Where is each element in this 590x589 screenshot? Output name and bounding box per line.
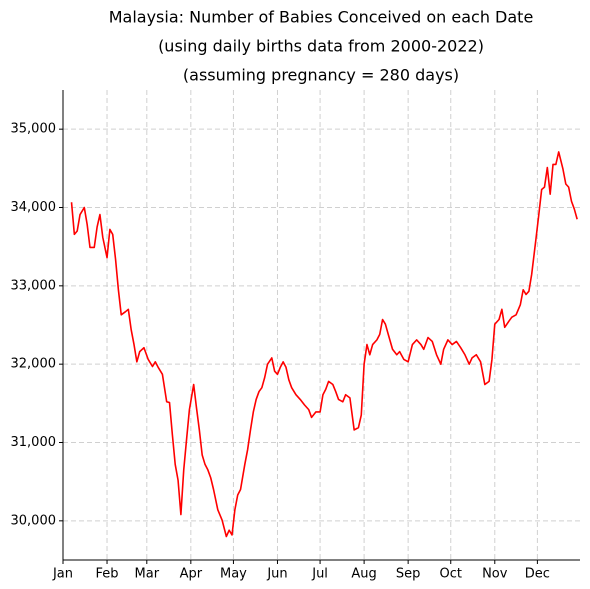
y-tick-label: 31,000 xyxy=(11,435,57,450)
x-tick-label: Mar xyxy=(135,567,160,582)
y-tick-label: 33,000 xyxy=(11,278,57,293)
chart-subtitle: (using daily births data from 2000-2022) xyxy=(158,37,484,56)
y-tick-label: 35,000 xyxy=(11,122,57,137)
chart-title: Malaysia: Number of Babies Conceived on … xyxy=(109,8,534,27)
x-tick-label: Jul xyxy=(311,567,328,582)
x-tick-label: Oct xyxy=(440,567,462,582)
x-tick-label: Nov xyxy=(482,567,508,582)
x-tick-label: May xyxy=(220,567,247,582)
x-tick-label: Feb xyxy=(96,567,119,582)
chart-subtitle: (assuming pregnancy = 280 days) xyxy=(183,66,459,85)
y-tick-label: 32,000 xyxy=(11,357,57,372)
x-tick-label: Jan xyxy=(52,567,73,582)
x-tick-label: Dec xyxy=(525,567,550,582)
x-tick-label: Apr xyxy=(180,567,203,582)
line-series xyxy=(70,151,578,538)
x-tick-label: Aug xyxy=(351,567,376,582)
x-tick-label: Sep xyxy=(396,567,421,582)
y-tick-label: 30,000 xyxy=(11,513,57,528)
x-tick-label: Jun xyxy=(266,567,287,582)
y-tick-label: 34,000 xyxy=(11,200,57,215)
